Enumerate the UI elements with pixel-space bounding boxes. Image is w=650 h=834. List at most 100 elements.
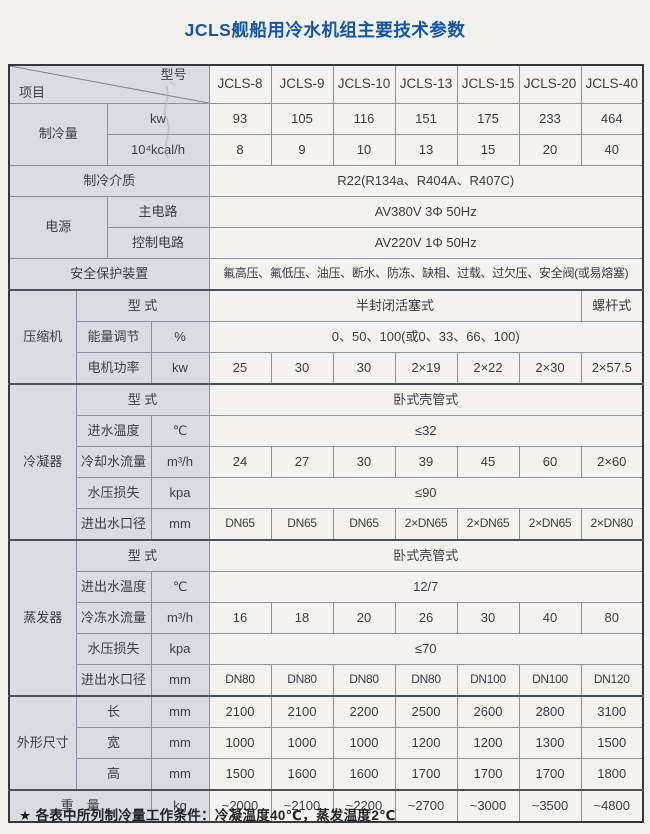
value-cell: ~2700 (394, 789, 458, 823)
row-label-pipe-diameter: 进出水口径 (75, 508, 152, 541)
corner-model-label: 型号 (160, 67, 187, 82)
value-cell: 2200 (332, 695, 396, 728)
value-cell: 1000 (332, 727, 396, 759)
model-header: JCLS-8 (208, 64, 272, 104)
row-label-kw: kw (106, 103, 210, 135)
row-label-chilled-water-flow: 冷冻水流量 (75, 602, 152, 634)
group-label-condenser: 冷凝器 (8, 383, 77, 541)
unit-label: mm (150, 758, 210, 791)
table-row: 控制电路 AV220V 1Φ 50Hz (9, 227, 644, 259)
row-label-control-circuit: 控制电路 (106, 227, 210, 259)
value-cell: 151 (394, 103, 458, 135)
value-cell: ~2100 (270, 789, 334, 823)
value-cell: DN80 (332, 664, 396, 697)
value-cell: 30 (456, 602, 520, 634)
value-cell: 80 (580, 602, 644, 634)
value-cell: ~3000 (456, 789, 520, 823)
value-cell: 1200 (394, 727, 458, 759)
unit-label: ℃ (150, 571, 210, 603)
value-cell: DN80 (394, 664, 458, 697)
unit-label: m³/h (150, 602, 210, 634)
row-label-pressure-loss: 水压损失 (75, 477, 152, 509)
value-cell: 1700 (518, 758, 582, 791)
value-cell: ~4800 (580, 789, 644, 823)
value-cell: 1600 (332, 758, 396, 791)
unit-label: kg (150, 789, 210, 823)
value-cell-main-circuit: AV380V 3Φ 50Hz (208, 196, 644, 228)
model-header: JCLS-15 (456, 64, 520, 104)
value-cell: DN80 (208, 664, 272, 697)
table-row: 宽 mm 1000 1000 1000 1200 1200 1300 1500 (9, 727, 644, 759)
value-cell: DN100 (456, 664, 520, 697)
row-label-inlet-temp: 进水温度 (75, 415, 152, 447)
value-cell: 2×DN65 (456, 508, 520, 541)
value-cell: 2×57.5 (580, 352, 644, 385)
table-row: 电源 主电路 AV380V 3Φ 50Hz (8, 196, 644, 259)
value-cell: 18 (270, 602, 334, 634)
value-cell: 25 (208, 352, 272, 385)
value-cell: 464 (580, 103, 644, 135)
row-label-height: 高 (75, 758, 152, 791)
value-cell: 2×19 (394, 352, 458, 385)
value-cell: 30 (332, 352, 396, 385)
value-cell: ~2000 (208, 789, 272, 823)
value-cell-energy-regulation: 0、50、100(或0、33、66、100) (208, 321, 644, 353)
corner-item-label: 项目 (19, 84, 46, 100)
value-cell: 1000 (208, 727, 272, 759)
value-cell: 116 (332, 103, 396, 135)
value-cell-evaporator-type: 卧式壳管式 (208, 539, 644, 572)
value-cell-safety: 氟高压、氟低压、油压、断水、防冻、缺相、过载、过欠压、安全阀(或易熔塞) (208, 258, 644, 291)
footnote: ★ 各表中所列制冷量工作条件：冷凝温度40℃，蒸发温度2℃ (19, 808, 396, 823)
model-header: JCLS-13 (394, 64, 458, 104)
value-cell: ~2200 (332, 789, 396, 823)
value-cell: 16 (208, 602, 272, 634)
value-cell: 105 (270, 103, 334, 135)
value-cell: 2×DN65 (394, 508, 458, 541)
row-label-pipe-diameter: 进出水口径 (75, 664, 152, 697)
value-cell: 20 (332, 602, 396, 634)
table-row: 进水温度 ℃ ≤32 (9, 415, 644, 447)
value-cell: DN65 (332, 508, 396, 541)
table-row: 进出水口径 mm DN65 DN65 DN65 2×DN65 2×DN65 2×… (9, 508, 644, 541)
value-cell: 45 (456, 446, 520, 478)
value-cell: ~3500 (518, 789, 582, 823)
group-label-dimensions: 外形尺寸 (8, 695, 77, 791)
row-label-main-circuit: 主电路 (106, 196, 210, 228)
group-label-evaporator: 蒸发器 (8, 539, 77, 697)
value-cell: 40 (518, 602, 582, 634)
value-cell: 1700 (456, 758, 520, 791)
value-cell-compressor-type-screw: 螺杆式 (580, 289, 644, 322)
table-row: 安全保护装置 氟高压、氟低压、油压、断水、防冻、缺相、过载、过欠压、安全阀(或易… (8, 258, 644, 291)
value-cell: 60 (518, 446, 582, 478)
value-cell: 2600 (456, 695, 520, 728)
unit-label: mm (150, 695, 210, 728)
unit-label: m³/h (150, 446, 210, 478)
table-row: 冷凝器 型 式 卧式壳管式 (8, 383, 644, 541)
table-row: 冷冻水流量 m³/h 16 18 20 26 30 40 80 (9, 602, 644, 634)
value-cell: 2×30 (518, 352, 582, 385)
model-header: JCLS-10 (332, 64, 396, 104)
value-cell-pressure-loss: ≤90 (208, 477, 644, 509)
row-label-motor-power: 电机功率 (75, 352, 152, 385)
value-cell: 2100 (270, 695, 334, 728)
value-cell: 1300 (518, 727, 582, 759)
table-row: 外形尺寸 长 mm 2100 2100 2200 2500 2600 2800 … (8, 695, 644, 791)
table-row: 项目 型号 JCLS-8 JCLS-9 JCLS-10 JCLS-13 JCLS… (8, 64, 644, 104)
unit-label: kpa (150, 477, 210, 509)
table-row: 进出水温度 ℃ 12/7 (9, 571, 644, 603)
value-cell: 2×22 (456, 352, 520, 385)
table-row: 水压损失 kpa ≤90 (9, 477, 644, 509)
row-label-weight: 重 量 (8, 789, 152, 823)
value-cell-condenser-type: 卧式壳管式 (208, 383, 644, 416)
value-cell: DN100 (518, 664, 582, 697)
diagonal-divider-line (10, 66, 208, 103)
page-title: JCLS舰船用冷水机组主要技术参数 (184, 20, 466, 40)
table-row: 10⁴kcal/h 8 9 10 13 15 20 40 (9, 134, 644, 166)
unit-label: kw (150, 352, 210, 385)
model-header: JCLS-9 (270, 64, 334, 104)
table-row: 蒸发器 型 式 卧式壳管式 (8, 539, 644, 697)
unit-label: mm (150, 508, 210, 541)
value-cell: 30 (270, 352, 334, 385)
value-cell: 2500 (394, 695, 458, 728)
value-cell-control-circuit: AV220V 1Φ 50Hz (208, 227, 644, 259)
